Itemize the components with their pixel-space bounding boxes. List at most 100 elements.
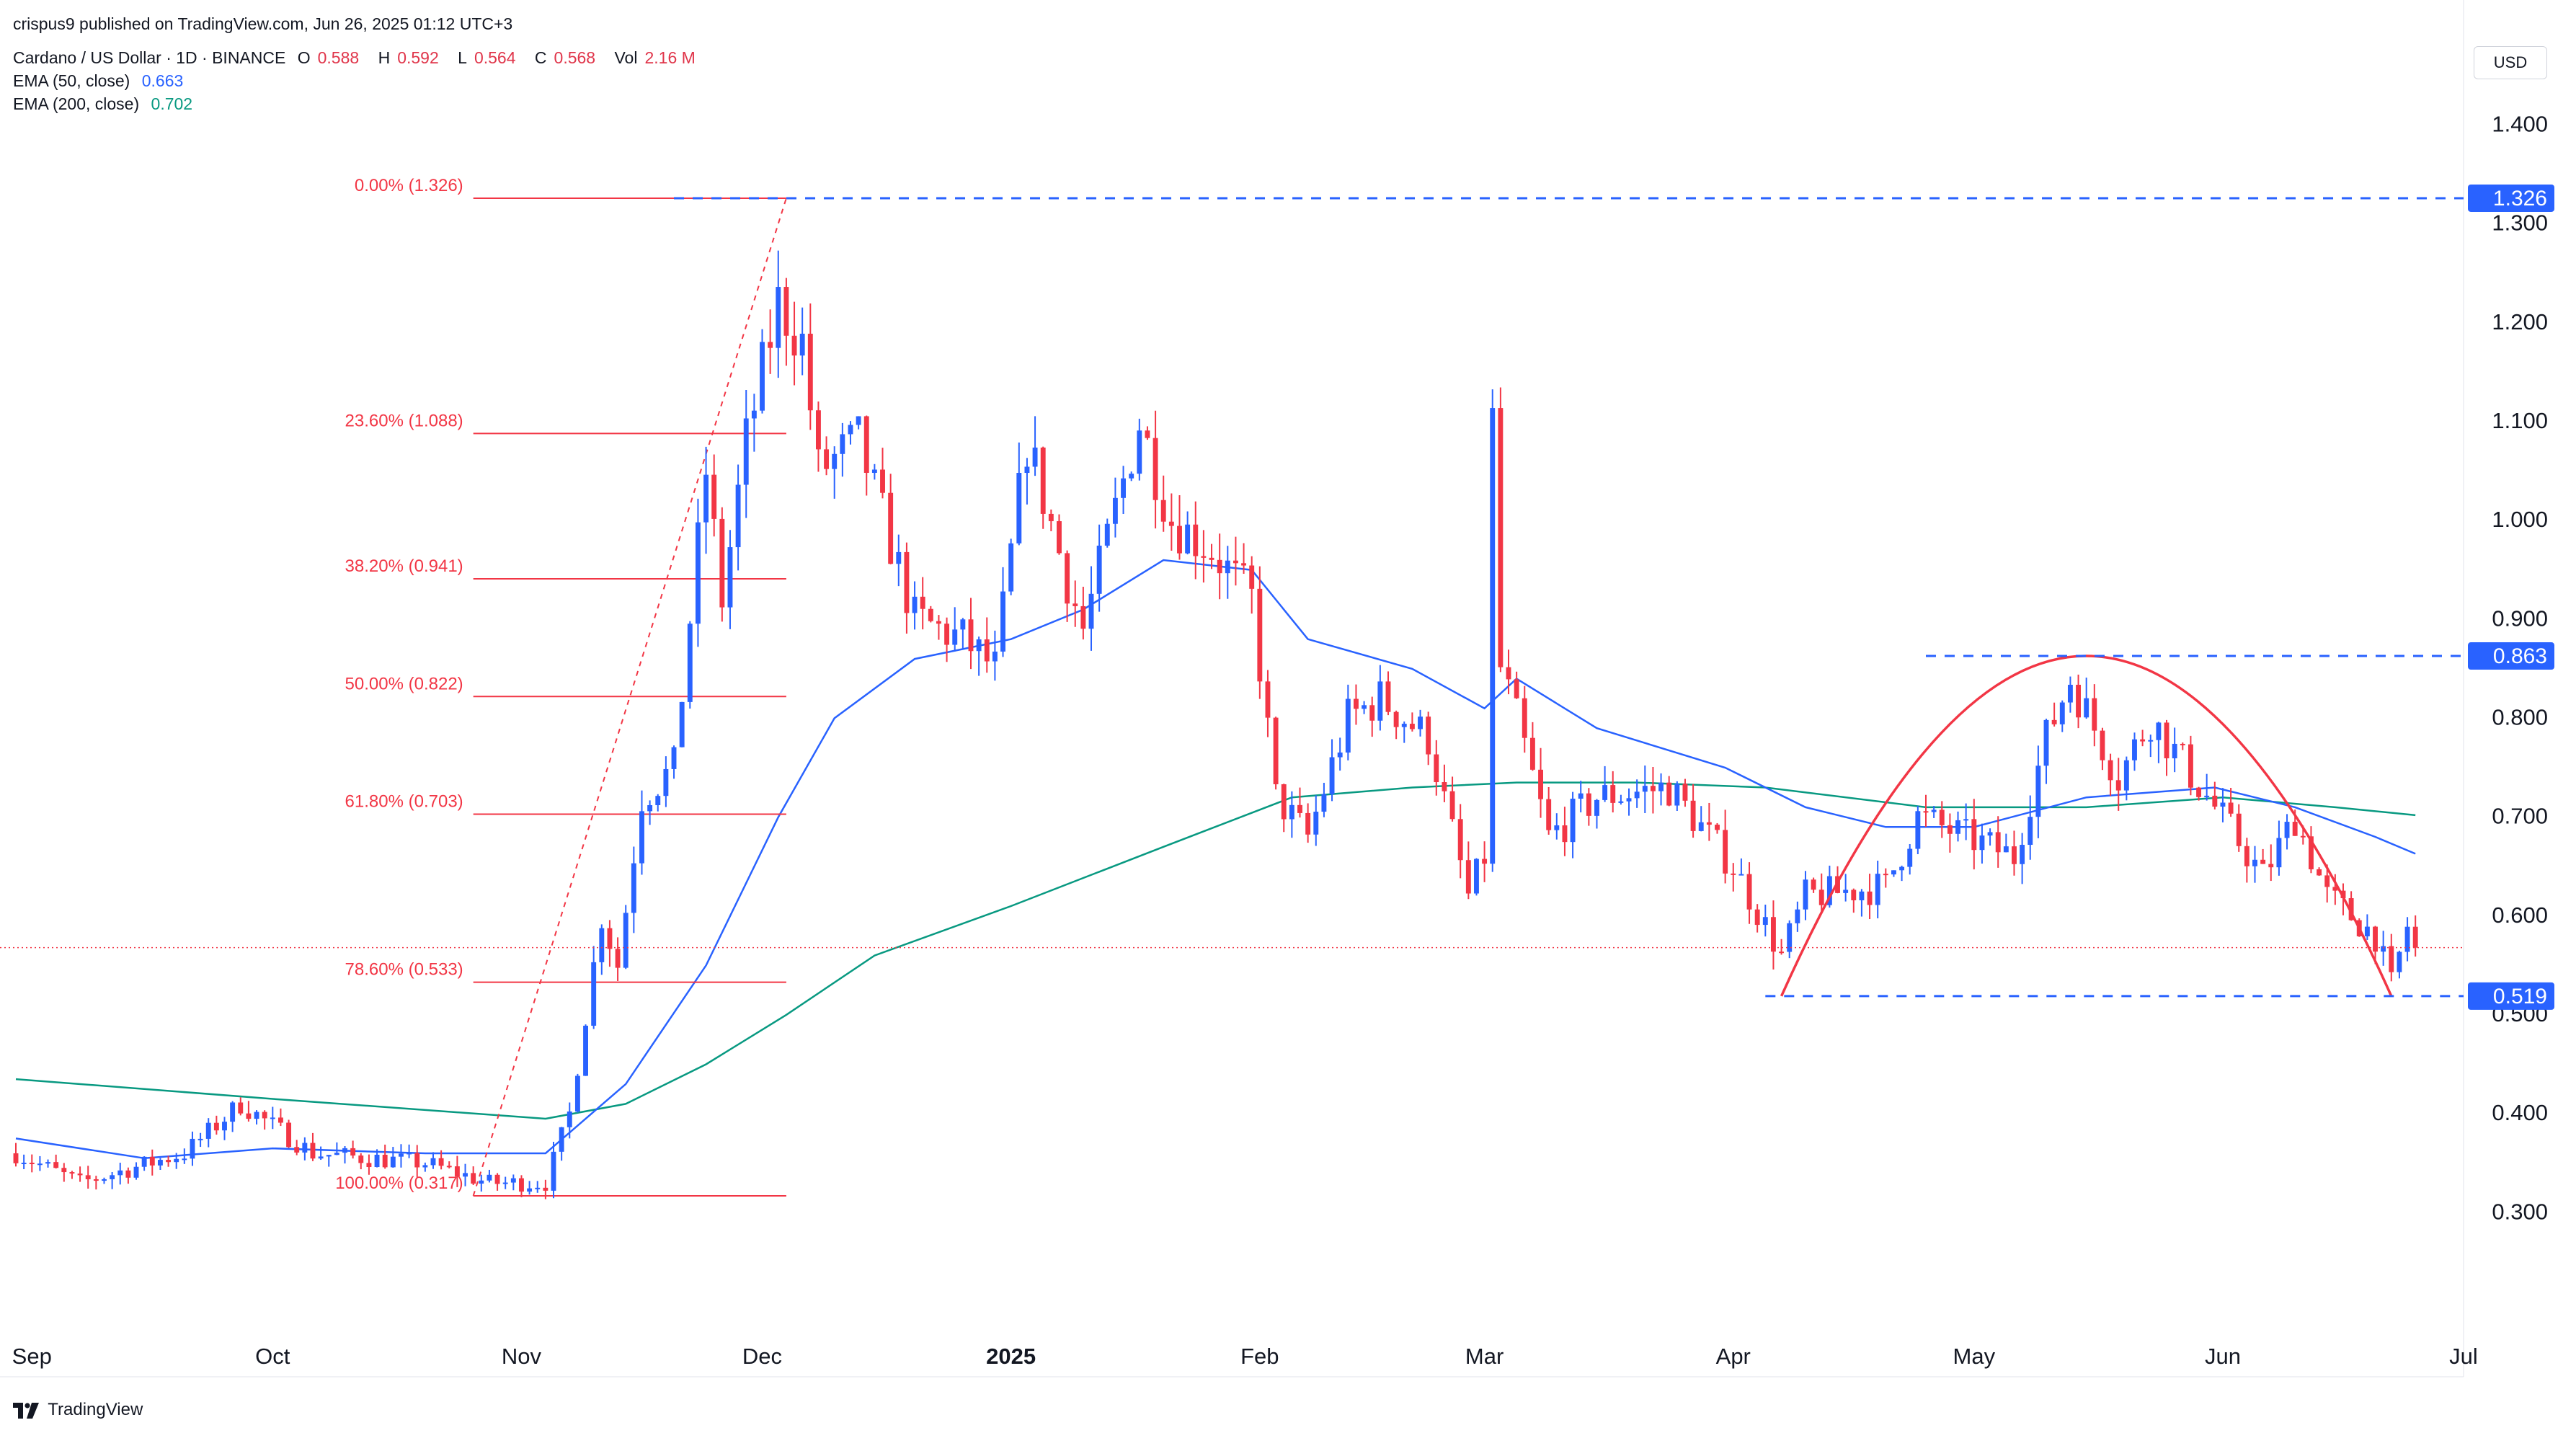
candle-body xyxy=(1008,543,1014,592)
candle-body xyxy=(912,596,918,613)
candle-body xyxy=(2220,802,2226,807)
candle-body xyxy=(1506,667,1511,680)
candle-body xyxy=(463,1173,468,1177)
candle-body xyxy=(2212,795,2218,807)
candle-body xyxy=(1057,521,1062,554)
candle-body xyxy=(768,342,773,348)
candle-body xyxy=(1795,909,1800,923)
currency-button[interactable]: USD xyxy=(2474,46,2547,79)
y-tick-label: 1.100 xyxy=(2492,408,2548,433)
candle-body xyxy=(1040,447,1046,514)
x-tick-label: Sep xyxy=(12,1344,52,1369)
candle-body xyxy=(1281,784,1287,820)
candle-body xyxy=(1152,438,1158,500)
candle-body xyxy=(1449,791,1455,820)
candle-body xyxy=(631,863,636,913)
candle-body xyxy=(2252,859,2257,866)
candle-body xyxy=(1642,786,1648,792)
candle-body xyxy=(2188,744,2193,788)
candle-body xyxy=(2324,875,2330,887)
candle-body xyxy=(2108,760,2113,781)
candle-body xyxy=(149,1156,155,1166)
candle-body xyxy=(190,1138,195,1159)
candle-body xyxy=(687,624,693,702)
candle-body xyxy=(1666,782,1672,806)
x-tick-label: Apr xyxy=(1716,1344,1751,1369)
candle-body xyxy=(2148,740,2154,742)
y-tick-label: 1.200 xyxy=(2492,309,2548,334)
candle-body xyxy=(1690,800,1696,831)
candle-body xyxy=(2397,951,2402,972)
ohlc-low: L 0.564 xyxy=(458,48,516,67)
candle-body xyxy=(1217,559,1222,574)
candle-body xyxy=(1738,874,1744,876)
candle-body xyxy=(1401,724,1407,727)
candle-body xyxy=(976,639,982,652)
candle-body xyxy=(1457,819,1463,861)
fib-level-label: 78.60% (0.533) xyxy=(345,960,463,980)
candle-body xyxy=(936,621,941,624)
candle-body xyxy=(1939,809,1945,825)
candle-body xyxy=(1650,786,1656,791)
candle-body xyxy=(494,1174,500,1184)
candle-body xyxy=(1337,752,1343,758)
y-tick-label: 0.400 xyxy=(2492,1100,2548,1125)
fib-trend-line xyxy=(472,198,787,1197)
candle-body xyxy=(735,484,741,548)
candle-body xyxy=(277,1117,283,1123)
candle-body xyxy=(1353,698,1359,709)
candle-body xyxy=(1369,705,1375,721)
candle-body xyxy=(45,1162,50,1164)
candle-body xyxy=(1826,876,1832,905)
candle-body xyxy=(1241,563,1247,566)
candle-body xyxy=(1594,799,1599,816)
candle-body xyxy=(1915,811,1921,849)
candle-body xyxy=(751,410,757,419)
candle-body xyxy=(53,1162,59,1168)
candle-body xyxy=(920,596,925,609)
y-tick-label: 0.600 xyxy=(2492,902,2548,928)
candle-body xyxy=(992,651,998,662)
candle-body xyxy=(896,551,902,564)
candle-body xyxy=(760,342,765,411)
tradingview-logo[interactable]: TradingView xyxy=(13,1397,143,1423)
candle-body xyxy=(358,1155,364,1163)
candle-body xyxy=(430,1158,436,1166)
level-price-label: 0.863 xyxy=(2493,644,2547,668)
candle-body xyxy=(2115,780,2121,791)
candle-body xyxy=(2012,846,2017,864)
x-tick-label: Jun xyxy=(2205,1344,2241,1369)
candle-body xyxy=(29,1163,35,1165)
candle-body xyxy=(197,1138,203,1140)
candle-body xyxy=(1313,812,1319,835)
candle-body xyxy=(1562,825,1568,843)
candle-body xyxy=(294,1147,300,1153)
candle-body xyxy=(727,547,733,608)
symbol-title[interactable]: Cardano / US Dollar · 1D · BINANCE xyxy=(13,48,286,67)
candle-body xyxy=(374,1154,380,1168)
candle-body xyxy=(1779,951,1785,954)
candle-body xyxy=(848,425,853,435)
ema50-label[interactable]: EMA (50, close) xyxy=(13,71,130,90)
cup-pattern-arc xyxy=(1780,655,2393,997)
candle-body xyxy=(815,410,821,450)
candle-body xyxy=(2028,817,2033,846)
candle-body xyxy=(711,474,717,519)
candle-body xyxy=(2404,926,2410,952)
candle-body xyxy=(1000,591,1005,652)
candle-body xyxy=(1201,556,1207,558)
ema200-label[interactable]: EMA (200, close) xyxy=(13,94,140,113)
x-tick-label: Nov xyxy=(502,1344,542,1369)
candle-body xyxy=(567,1111,572,1127)
candle-body xyxy=(1385,681,1391,712)
candle-body xyxy=(776,287,781,348)
candle-body xyxy=(1297,804,1302,813)
candle-body xyxy=(1859,891,1865,900)
candle-body xyxy=(13,1153,19,1163)
candle-body xyxy=(1490,408,1496,864)
level-price-badge xyxy=(2468,642,2554,670)
candle-body xyxy=(1088,593,1094,629)
candle-body xyxy=(286,1122,292,1148)
candle-body xyxy=(1273,717,1279,784)
